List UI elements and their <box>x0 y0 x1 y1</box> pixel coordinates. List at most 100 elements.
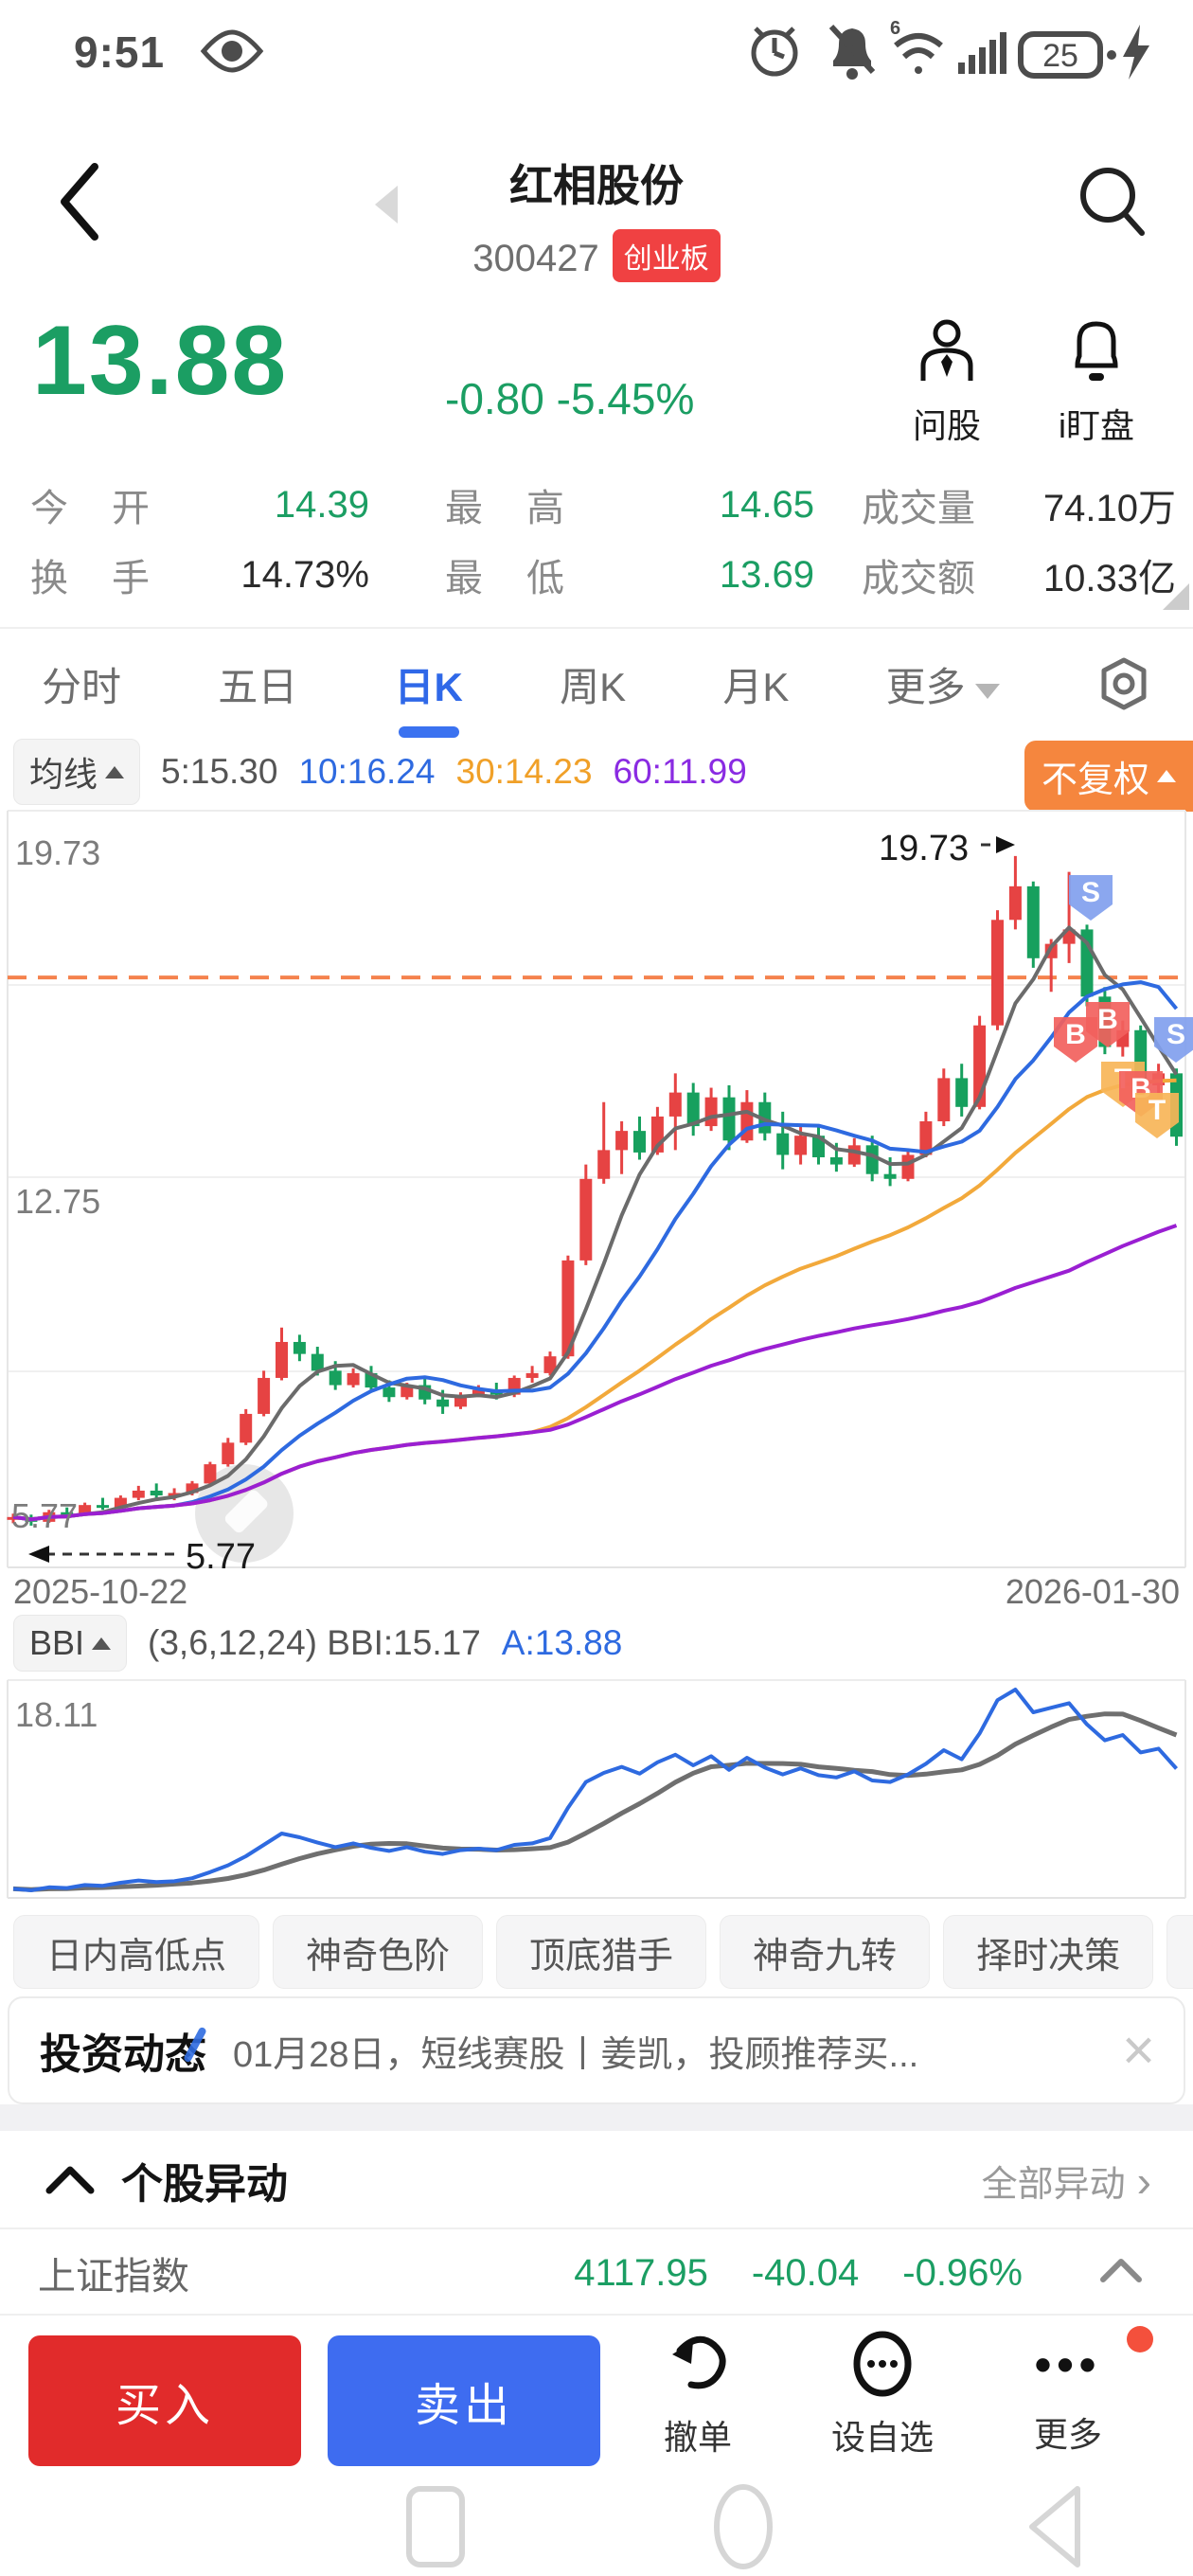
tab-5day[interactable]: 五日 <box>218 664 298 709</box>
back-button[interactable] <box>55 161 104 242</box>
news-logo: 投资动态 <box>40 2020 207 2081</box>
charging-icon <box>1123 25 1149 80</box>
x-axis-start-date: 2025-10-22 <box>13 1572 188 1611</box>
battery-icon: 25 <box>1018 31 1116 79</box>
tab-monthly-k[interactable]: 月K <box>722 664 790 709</box>
y-axis-label-mid: 12.75 <box>15 1182 101 1221</box>
tab-minute[interactable]: 分时 <box>42 664 122 709</box>
section-title: 个股异动 <box>121 2161 288 2208</box>
svg-text:5.77: 5.77 <box>186 1537 256 1572</box>
svg-text:B: B <box>1065 1019 1086 1050</box>
ma30-value: 30:14.23 <box>455 752 593 791</box>
eye-protection-icon <box>200 29 264 73</box>
sell-button[interactable]: 卖出 <box>328 2335 600 2466</box>
y-axis-label-low: 5.77 <box>11 1496 79 1535</box>
ma10-value: 10:16.24 <box>298 752 436 791</box>
period-tabs: 分时 五日 日K 周K 月K 更多 <box>0 636 1193 738</box>
indicator-button-magic-nine[interactable]: 神奇九转 <box>720 1915 931 1989</box>
section-gap <box>0 2104 1193 2131</box>
ellipsis-icon: ••• <box>1034 2338 1102 2391</box>
index-change: -40.04 <box>751 2251 860 2294</box>
stat-value: 14.39 <box>274 483 369 526</box>
all-movements-link[interactable]: 全部异动 › <box>981 2156 1151 2206</box>
index-value: 4117.95 <box>574 2251 708 2294</box>
index-change-pct: -0.96% <box>902 2251 1023 2294</box>
bbi-a-value: A:13.88 <box>501 1623 623 1662</box>
active-tab-underline <box>398 725 459 738</box>
price-change: -0.80 -5.45% <box>445 374 695 423</box>
triangle-icon <box>105 765 125 778</box>
stat-label: 换手 <box>30 558 193 599</box>
indicator-button-top-bottom-hunter[interactable]: 顶底猎手 <box>496 1915 707 1989</box>
indicator-button-row: 日内高低点 神奇色阶 顶底猎手 神奇九转 择时决策 <box>0 1915 1193 1991</box>
tab-more[interactable]: 更多 <box>886 655 1000 713</box>
svg-text:T: T <box>1148 1095 1166 1126</box>
svg-text:25: 25 <box>1042 38 1078 74</box>
home-icon[interactable] <box>714 2484 773 2569</box>
stat-label: 成交额 <box>862 558 975 599</box>
chart-settings-icon[interactable] <box>1096 656 1151 711</box>
ma-selector-button[interactable]: 均线 <box>13 739 141 805</box>
stock-code-row: 300427 创业板 <box>0 229 1193 282</box>
indicator-button-magic-gradient[interactable]: 神奇色阶 <box>273 1915 484 1989</box>
clock-time: 9:51 <box>74 27 166 77</box>
nav-back-icon[interactable] <box>1029 2486 1080 2567</box>
more-button[interactable]: ••• 更多 <box>992 2326 1153 2457</box>
news-banner[interactable]: 投资动态 01月28日，短线赛股丨姜凯，投顾推荐买... × <box>8 1996 1185 2104</box>
page-swipe-indicator-icon <box>375 186 398 224</box>
bbi-chart-svg[interactable] <box>0 1678 1193 1902</box>
bell-off-icon <box>828 24 876 80</box>
triangle-icon <box>92 1637 112 1650</box>
expand-stats-handle[interactable] <box>1163 583 1189 610</box>
trade-action-bar: 买入 卖出 撤单 设自选 ••• 更多 <box>0 2317 1193 2481</box>
wifi-icon <box>894 33 943 74</box>
tab-daily-k[interactable]: 日K <box>395 655 463 738</box>
triangle-icon <box>1157 770 1176 782</box>
indicator-button-clipped[interactable] <box>1166 1915 1193 1989</box>
status-icons: 6 25 <box>751 18 1149 80</box>
ask-stock-button[interactable]: 问股 <box>881 318 1013 448</box>
alarm-icon <box>751 27 798 77</box>
dropdown-triangle-icon <box>974 683 1000 699</box>
bell-icon <box>1075 321 1118 381</box>
more-label: 更多 <box>1033 2415 1102 2454</box>
indicator-button-intraday-hl[interactable]: 日内高低点 <box>13 1915 260 1989</box>
bbi-params: (3,6,12,24) BBI:15.17 <box>148 1623 481 1662</box>
indicator-button-timing-decision[interactable]: 择时决策 <box>943 1915 1154 1989</box>
shanghai-index-row[interactable]: 上证指数 4117.95 -40.04 -0.96% <box>0 2233 1193 2313</box>
search-icon[interactable] <box>1076 163 1149 241</box>
buy-button[interactable]: 买入 <box>28 2335 301 2466</box>
bbi-axis-label: 18.11 <box>15 1695 98 1734</box>
signal-icon <box>958 32 1006 74</box>
collapse-caret-icon[interactable] <box>1098 2256 1144 2284</box>
add-watchlist-label: 设自选 <box>830 2418 934 2457</box>
divider <box>0 2227 1193 2229</box>
y-axis-label-high: 19.73 <box>15 833 101 872</box>
tab-weekly-k[interactable]: 周K <box>560 664 627 709</box>
close-icon[interactable]: × <box>1121 2018 1155 2082</box>
collapse-caret-icon[interactable] <box>44 2164 97 2196</box>
cancel-order-label: 撤单 <box>663 2418 732 2457</box>
main-chart-svg[interactable]: 19.735.77SBBSTBT <box>0 805 1193 1572</box>
add-watchlist-button[interactable]: 设自选 <box>807 2330 958 2460</box>
adjust-mode-button[interactable]: 不复权 <box>1024 741 1193 812</box>
stat-value: 14.73% <box>240 553 369 596</box>
stock-movement-section-header[interactable]: 个股异动 全部异动 › <box>0 2131 1193 2229</box>
current-price: 13.88 <box>32 306 289 416</box>
watch-alert-button[interactable]: i盯盘 <box>1030 318 1163 448</box>
stat-value: 13.69 <box>719 553 814 596</box>
ma-legend-bar: 均线 5:15.30 10:16.24 30:14.23 60:11.99 不复… <box>0 739 1193 812</box>
stat-label: 成交量 <box>862 488 975 529</box>
stock-title: 红相股份 <box>509 161 684 210</box>
cancel-order-button[interactable]: 撤单 <box>622 2330 774 2460</box>
chevron-right-icon: › <box>1136 2156 1151 2206</box>
stat-label: 最高 <box>445 488 608 529</box>
notification-dot <box>1127 2326 1153 2352</box>
stat-label: 最低 <box>445 558 608 599</box>
stat-value: 10.33亿 <box>1042 558 1176 599</box>
index-name: 上证指数 <box>38 2256 189 2298</box>
divider <box>0 2314 1193 2316</box>
recents-icon[interactable] <box>406 2486 465 2567</box>
bbi-selector-button[interactable]: BBI <box>13 1615 128 1672</box>
